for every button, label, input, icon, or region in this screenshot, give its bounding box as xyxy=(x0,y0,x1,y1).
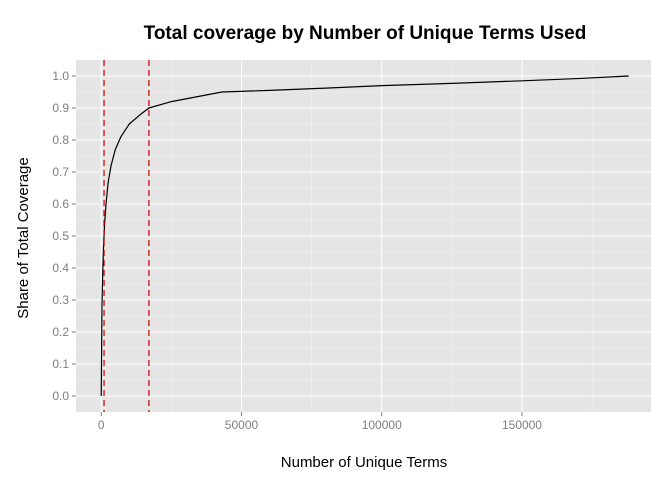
y-axis-label: Share of Total Coverage xyxy=(15,157,32,319)
x-tick-label: 150000 xyxy=(502,418,542,432)
chart-title: Total coverage by Number of Unique Terms… xyxy=(144,23,587,44)
x-tick-label: 0 xyxy=(98,418,105,432)
x-tick-label: 100000 xyxy=(362,418,402,432)
y-tick-label: 0.3 xyxy=(52,293,69,307)
x-tick-label: 50000 xyxy=(225,418,259,432)
y-tick-label: 0.6 xyxy=(52,197,69,211)
x-axis-label: Number of Unique Terms xyxy=(281,454,447,471)
y-tick-label: 0.5 xyxy=(52,229,69,243)
y-tick-label: 0.7 xyxy=(52,165,69,179)
y-tick-label: 0.2 xyxy=(52,325,69,339)
plot-area: 0.0 0.1 0.2 0.3 0.4 0.5 0.6 0.7 0.8 0.9 1.0 0 50000 1… xyxy=(52,60,651,432)
y-tick-label: 0.9 xyxy=(52,101,69,115)
y-tick-label: 0.4 xyxy=(52,261,69,275)
y-tick-label: 0.8 xyxy=(52,133,69,147)
y-tick-label: 0.1 xyxy=(52,357,69,371)
y-tick-label: 0.0 xyxy=(52,389,69,403)
y-tick-label: 1.0 xyxy=(52,69,69,83)
